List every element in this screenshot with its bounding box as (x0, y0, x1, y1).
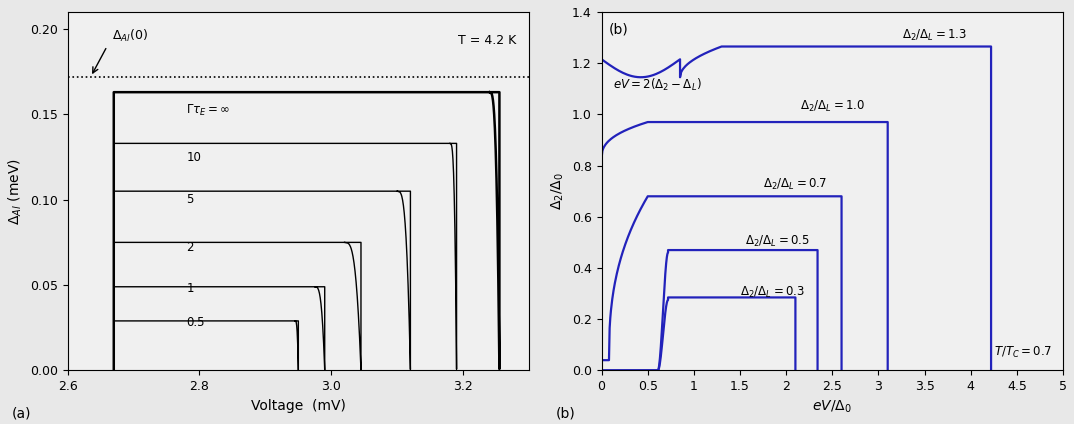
Text: 0.5: 0.5 (186, 316, 205, 329)
Text: $\Gamma\tau_E = \infty$: $\Gamma\tau_E = \infty$ (186, 103, 231, 118)
Text: 1: 1 (186, 282, 193, 295)
X-axis label: $eV/\Delta_0$: $eV/\Delta_0$ (812, 399, 853, 415)
Text: T = 4.2 K: T = 4.2 K (458, 34, 516, 47)
Text: $\Delta_2/\Delta_L=1.3$: $\Delta_2/\Delta_L=1.3$ (901, 28, 967, 42)
Text: $T/T_C=0.7$: $T/T_C=0.7$ (995, 345, 1051, 360)
Text: $eV=2(\Delta_2-\Delta_L)$: $eV=2(\Delta_2-\Delta_L)$ (612, 77, 701, 93)
Text: 10: 10 (186, 151, 201, 164)
Text: $\Delta_{Al}(0)$: $\Delta_{Al}(0)$ (113, 28, 148, 45)
Text: (b): (b) (609, 22, 628, 36)
Text: $\Delta_2/\Delta_L=1.0$: $\Delta_2/\Delta_L=1.0$ (800, 99, 865, 114)
Y-axis label: $\Delta_{Al}$ (meV): $\Delta_{Al}$ (meV) (6, 158, 25, 225)
Text: $\Delta_2/\Delta_L=0.5$: $\Delta_2/\Delta_L=0.5$ (744, 234, 810, 248)
Text: 2: 2 (186, 241, 193, 254)
Text: (b): (b) (555, 406, 576, 420)
Text: 5: 5 (186, 193, 193, 206)
Text: $\Delta_2/\Delta_L=0.3$: $\Delta_2/\Delta_L=0.3$ (740, 285, 804, 300)
Text: (a): (a) (12, 406, 32, 420)
Y-axis label: $\Delta_2/\Delta_0$: $\Delta_2/\Delta_0$ (550, 172, 566, 210)
X-axis label: Voltage  (mV): Voltage (mV) (251, 399, 346, 413)
Text: $\Delta_2/\Delta_L=0.7$: $\Delta_2/\Delta_L=0.7$ (764, 177, 827, 192)
